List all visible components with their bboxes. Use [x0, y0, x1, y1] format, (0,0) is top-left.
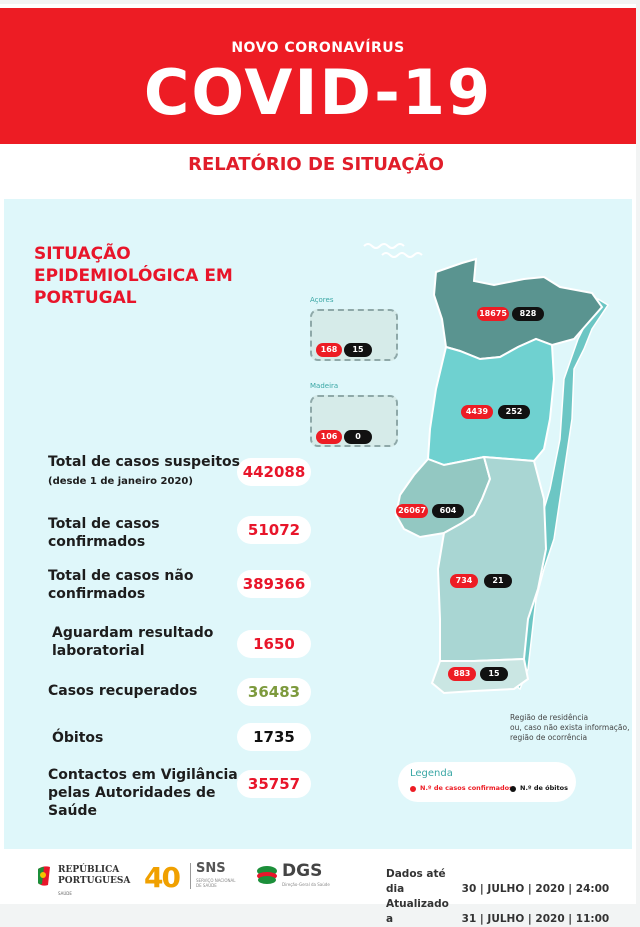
updated-label: Atualizado a — [386, 898, 449, 925]
sns-logo: SNS — [196, 861, 226, 876]
stat-deaths-label: Óbitos — [52, 730, 104, 746]
stat-contacts-value: 35757 — [237, 770, 311, 798]
stat-confirmed-value: 51072 — [237, 516, 311, 544]
stat-awaiting-label: Aguardam resultado laboratorial — [52, 625, 214, 659]
data-until-label: Dados até dia — [386, 868, 446, 895]
dgs-sub: Direção-Geral da Saúde — [282, 882, 330, 887]
updated-value: 31 | JULHO | 2020 | 11:00 — [461, 913, 610, 925]
stat-recovered-value: 36483 — [237, 678, 311, 706]
stat-recovered-label: Casos recuperados — [48, 683, 198, 699]
legend-deaths: N.º de óbitos — [520, 784, 568, 792]
stat-note: (desde 1 de janeiro 2020) — [48, 476, 193, 487]
island-label-acores: Açores — [310, 296, 334, 304]
badge-lisboa-deaths: 604 — [432, 504, 464, 518]
legend-title: Legenda — [410, 768, 453, 779]
island-label-madeira: Madeira — [310, 382, 339, 390]
badge-alentejo-deaths: 21 — [484, 574, 512, 588]
legend-confirmed: N.º de casos confirmados — [420, 784, 513, 792]
dgs-logo: DGS — [282, 861, 323, 881]
report-dates: Dados até dia 30 | JULHO | 2020 | 24:00 … — [386, 867, 609, 927]
badge-centro-deaths: 252 — [498, 405, 530, 419]
republica-sub: SAÚDE — [58, 891, 72, 896]
report-title: RELATÓRIO DE SITUAÇÃO — [188, 154, 444, 175]
logo-divider — [190, 863, 191, 889]
badge-lisboa-confirmed: 26067 — [396, 504, 428, 518]
section-title-line: EPIDEMIOLÓGICA EM — [34, 266, 233, 286]
data-until-value: 30 | JULHO | 2020 | 24:00 — [461, 883, 610, 895]
header-banner: NOVO CORONAVÍRUS COVID-19 — [0, 8, 636, 144]
stat-awaiting-value: 1650 — [237, 630, 311, 658]
wave-icon — [363, 243, 405, 249]
republica-flag-icon — [38, 866, 50, 886]
data-until-row: Dados até dia 30 | JULHO | 2020 | 24:00 — [386, 867, 609, 897]
stat-not-confirmed-value: 389366 — [237, 570, 311, 598]
footer: REPÚBLICA PORTUGUESA SAÚDE 40 SNS SERVIÇ… — [0, 849, 636, 925]
anniversary-40-logo: 40 — [144, 861, 181, 894]
legend-black-dot-icon — [510, 786, 516, 792]
stat-suspected-value: 442088 — [237, 458, 311, 486]
badge-algarve-deaths: 15 — [480, 667, 508, 681]
stat-suspected-label: Total de casos suspeitos (desde 1 de jan… — [48, 453, 248, 491]
region-note-line: ou, caso não exista informação, — [510, 723, 630, 732]
legend-red-dot-icon — [410, 786, 416, 792]
stat-deaths-value: 1735 — [237, 723, 311, 751]
logo-line: PORTUGUESA — [58, 876, 131, 886]
badge-madeira-confirmed: 106 — [316, 430, 342, 444]
region-note-line: região de ocorrência — [510, 733, 588, 742]
badge-algarve-confirmed: 883 — [448, 667, 476, 681]
section-title-line: PORTUGAL — [34, 288, 137, 308]
stat-not-confirmed-label: Total de casos não confirmados — [48, 568, 194, 602]
wave-icon — [381, 252, 423, 258]
dgs-logo-icon — [257, 866, 277, 884]
badge-alentejo-confirmed: 734 — [450, 574, 478, 588]
badge-madeira-deaths: 0 — [344, 430, 372, 444]
region-note: Região de residência ou, caso não exista… — [510, 713, 629, 743]
stat-confirmed-label: Total de casos confirmados — [48, 516, 160, 550]
badge-acores-confirmed: 168 — [316, 343, 342, 357]
badge-acores-deaths: 15 — [344, 343, 372, 357]
header-subtitle: NOVO CORONAVÍRUS — [231, 40, 405, 56]
badge-norte-confirmed: 18675 — [477, 307, 509, 321]
header-title: COVID-19 — [143, 56, 493, 129]
section-title-line: SITUAÇÃO — [34, 244, 131, 264]
logo-line: REPÚBLICA — [58, 865, 120, 875]
report-page: NOVO CORONAVÍRUS COVID-19 RELATÓRIO DE S… — [0, 4, 636, 925]
republica-logo-text: REPÚBLICA PORTUGUESA — [58, 865, 130, 887]
map-legend: Legenda N.º de casos confirmados N.º de … — [398, 762, 576, 802]
content-panel: SITUAÇÃO EPIDEMIOLÓGICA EM PORTUGAL Tota… — [4, 199, 632, 849]
updated-row: Atualizado a 31 | JULHO | 2020 | 11:00 — [386, 897, 609, 927]
region-note-line: Região de residência — [510, 713, 589, 722]
badge-norte-deaths: 828 — [512, 307, 544, 321]
sns-sub: SERVIÇO NACIONAL DE SAÚDE — [196, 878, 236, 888]
stat-label: Total de casos suspeitos — [48, 454, 241, 470]
stat-contacts-label: Contactos em Vigilância pelas Autoridade… — [48, 767, 238, 819]
badge-centro-confirmed: 4439 — [461, 405, 493, 419]
region-centro — [426, 337, 556, 467]
section-title: SITUAÇÃO EPIDEMIOLÓGICA EM PORTUGAL — [34, 243, 233, 309]
